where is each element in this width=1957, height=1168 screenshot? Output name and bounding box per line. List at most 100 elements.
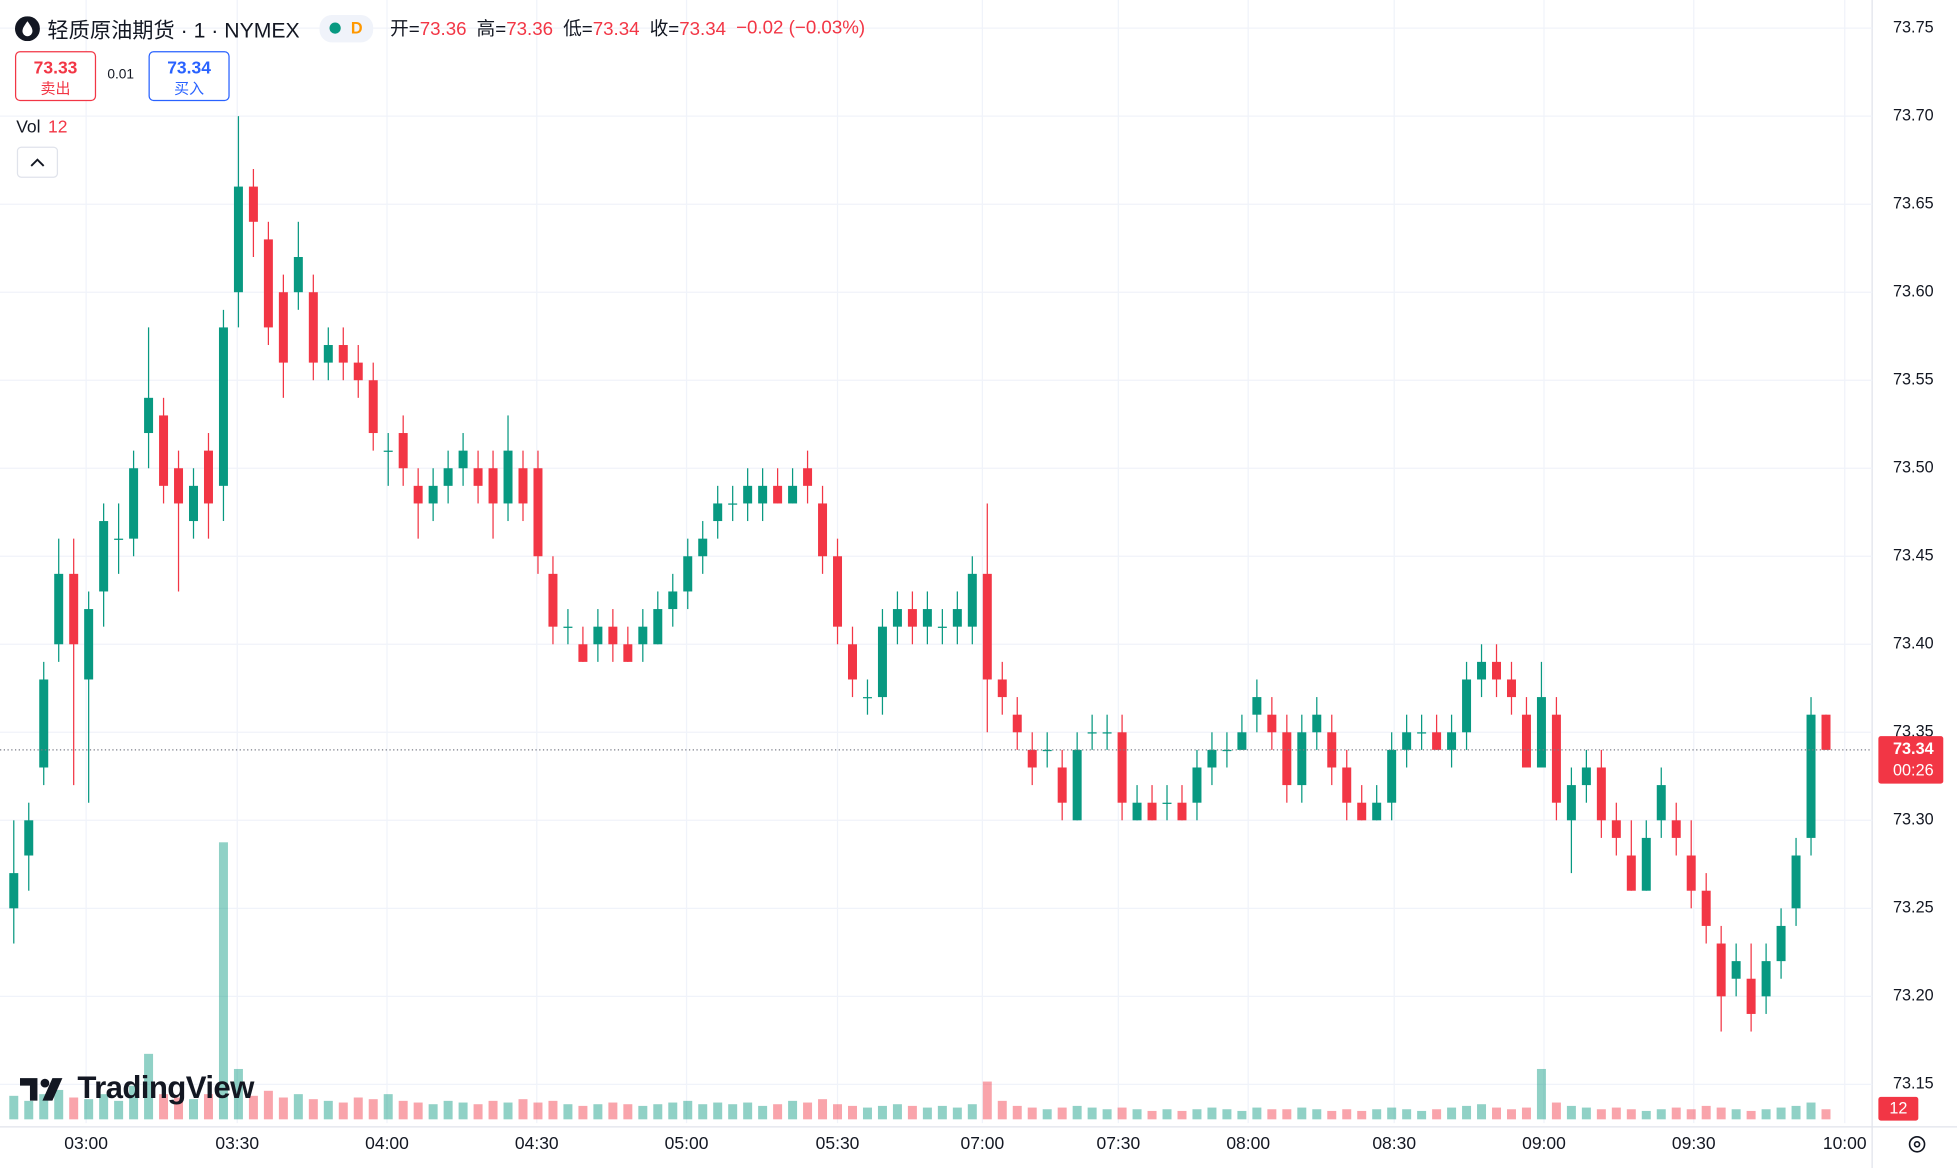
candle-body: [698, 538, 708, 557]
ask-label: 买入: [174, 79, 205, 98]
symbol-title[interactable]: 轻质原油期货 · 1 · NYMEX: [47, 18, 300, 43]
candle-body: [967, 573, 977, 627]
candle-body: [443, 468, 453, 486]
sell-button[interactable]: 73.33 卖出: [14, 51, 97, 102]
volume-bar: [967, 1104, 977, 1120]
volume-bar: [353, 1097, 363, 1120]
volume-bar: [428, 1104, 438, 1120]
candle-body: [1641, 837, 1651, 891]
candle-body: [653, 609, 663, 645]
x-tick-label: 03:00: [64, 1133, 108, 1153]
candle-body: [278, 292, 288, 363]
ohlc-item: 收=73.34: [650, 19, 727, 40]
spread: 0.01: [107, 67, 135, 83]
candle-body: [1432, 732, 1442, 750]
change: −0.02 (−0.03%): [736, 17, 866, 39]
candle-body: [428, 485, 438, 504]
volume-bar: [263, 1090, 273, 1120]
volume-bar: [638, 1105, 648, 1120]
volume-bar: [1626, 1109, 1636, 1120]
candle-body: [1671, 820, 1681, 838]
volume-bar: [308, 1099, 318, 1120]
ohlc-label: 开=: [390, 18, 420, 40]
symbol-icon: [14, 15, 40, 41]
collapse-button[interactable]: [16, 146, 59, 178]
candle-body: [189, 485, 198, 522]
buy-button[interactable]: 73.34 买入: [148, 51, 230, 102]
candle-body: [159, 415, 169, 486]
x-tick-label: 08:30: [1372, 1133, 1416, 1153]
candle-body: [1686, 855, 1696, 891]
candle-body: [1611, 820, 1621, 838]
candle-body: [1402, 732, 1412, 750]
candle-body: [174, 468, 184, 504]
ask-price: 73.34: [167, 57, 211, 78]
x-tick-label: 07:30: [1096, 1133, 1140, 1153]
volume-bar: [398, 1100, 408, 1120]
volume-bar: [99, 1094, 109, 1120]
candle-body: [248, 186, 258, 222]
volume-bar: [159, 1094, 169, 1120]
candle-body: [54, 573, 64, 645]
candle-body: [533, 468, 543, 557]
volume-bar: [713, 1102, 723, 1120]
volume-bar: [1821, 1109, 1831, 1120]
volume-bar: [922, 1107, 932, 1120]
volume-bar: [1042, 1109, 1052, 1120]
ohlc-value: 73.36: [419, 18, 467, 40]
volume-bar: [24, 1100, 34, 1120]
volume-pane: [9, 842, 1831, 1120]
candle-body: [503, 450, 513, 504]
candle-body: [803, 468, 813, 486]
candle-body: [1536, 697, 1546, 768]
candle-body: [84, 609, 94, 680]
volume-last-label: 12: [1889, 1100, 1907, 1118]
candle-body: [833, 556, 843, 627]
volume-bar: [233, 1068, 243, 1120]
candle-body: [413, 485, 423, 504]
y-tick-label: 73.35: [1893, 723, 1934, 741]
volume-bar: [877, 1105, 887, 1120]
ohlc-label: 收=: [649, 18, 680, 40]
volume-bar: [383, 1094, 393, 1120]
candle-body: [24, 820, 34, 856]
volume-bar: [1716, 1107, 1726, 1120]
grid: [0, 0, 1873, 1124]
volume-bar: [144, 1053, 154, 1120]
volume-bar: [368, 1099, 378, 1120]
volume-label: Vol: [16, 116, 41, 137]
candle-body: [473, 468, 483, 486]
logo-icon: [19, 1077, 63, 1100]
volume-bar: [1057, 1107, 1067, 1120]
volume-bar: [608, 1102, 618, 1120]
candle-body: [218, 327, 228, 486]
candle-body: [69, 573, 79, 645]
volume-bar: [788, 1100, 798, 1120]
y-tick-label: 73.45: [1893, 547, 1934, 565]
candle-body: [129, 468, 139, 539]
volume-bar: [1027, 1107, 1037, 1120]
volume-bar: [443, 1100, 453, 1120]
volume-bar: [1237, 1110, 1247, 1120]
y-tick-label: 73.30: [1893, 811, 1934, 829]
candle-body: [1656, 785, 1666, 821]
volume-bar: [174, 1097, 184, 1120]
volume-bar: [1536, 1068, 1546, 1120]
ohlc-value: 73.34: [592, 18, 640, 40]
candle-body: [1791, 855, 1801, 909]
candle-body: [1521, 714, 1531, 768]
candle-body: [1596, 767, 1606, 821]
volume-bar: [1012, 1105, 1022, 1120]
y-tick-label: 73.55: [1893, 371, 1934, 389]
volume-bar: [1791, 1105, 1801, 1120]
candle-body: [997, 679, 1007, 698]
candle-body: [1282, 732, 1292, 786]
volume-bar: [203, 1094, 213, 1120]
candle-body: [1222, 749, 1232, 752]
session-badge: D: [319, 14, 373, 42]
status-dot: [329, 22, 341, 34]
candle-body: [1701, 890, 1711, 926]
volume-bar: [248, 1095, 258, 1120]
candle-body: [548, 573, 558, 627]
countdown: 00:26: [1893, 761, 1934, 779]
